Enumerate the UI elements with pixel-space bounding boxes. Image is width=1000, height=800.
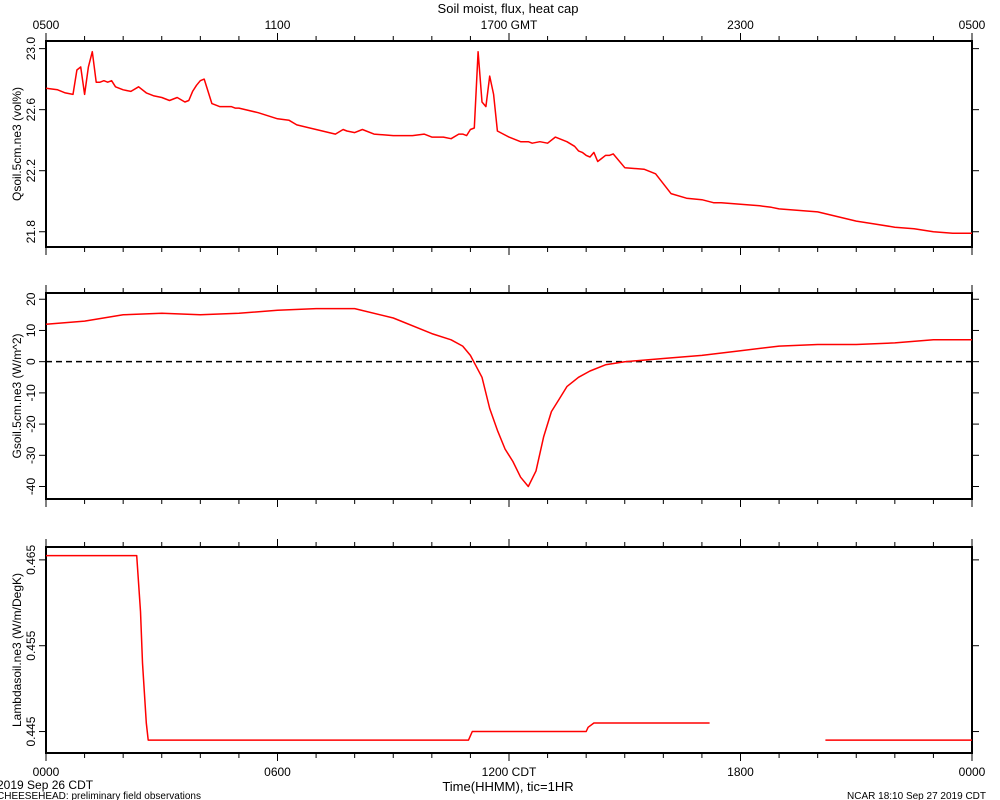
bottom-tick-label: 0000: [959, 765, 986, 779]
bottom-tick-label: 1800: [727, 765, 754, 779]
footer-right: NCAR 18:10 Sep 27 2019 CDT: [847, 791, 986, 800]
y-tick-label: 22.6: [24, 98, 38, 122]
y-tick-label: 10: [24, 323, 38, 337]
series-line: [45, 50, 972, 235]
y-axis-label: Gsoil.5cm.ne3 (W/m^2): [10, 334, 24, 459]
y-tick-label: 22.2: [24, 159, 38, 183]
y-tick-label: 0.445: [24, 716, 38, 746]
y-tick-label: 23.0: [24, 37, 38, 61]
series-line: [46, 554, 710, 741]
plot-frame: [45, 292, 973, 500]
y-tick-label: 0.465: [24, 545, 38, 575]
y-tick-label: -20: [24, 415, 38, 433]
panel-1: 21.8 22.2 22.6 23.0 Qsoil.5cm.ne3 (vol%): [10, 33, 979, 255]
top-tick-label: 2300: [727, 18, 754, 32]
bottom-tick-label: 1200 CDT: [482, 765, 537, 779]
series-line: [45, 307, 972, 488]
chart-title: Soil moist, flux, heat cap: [438, 1, 579, 16]
start-date-label: 2019 Sep 26 CDT: [0, 778, 94, 792]
y-tick-label: -30: [24, 446, 38, 464]
y-tick-label: -10: [24, 384, 38, 402]
y-tick-label: 0: [24, 358, 38, 365]
x-axis-label: Time(HHMM), tic=1HR: [442, 779, 573, 794]
bottom-axis-tick-labels: 0000 0600 1200 CDT 1800 0000: [33, 765, 986, 779]
top-tick-label: 1100: [265, 18, 291, 32]
y-tick-label: 0.455: [24, 630, 38, 660]
panel-2: -40 -30 -20 -10 0 10 20 Gsoil.5cm.ne3 (W/m^2): [10, 285, 979, 507]
bottom-tick-label: 0000: [33, 765, 60, 779]
y-axis-label: Qsoil.5cm.ne3 (vol%): [10, 87, 24, 201]
top-tick-label: 0500: [33, 18, 60, 32]
plot-frame: [45, 546, 973, 754]
y-tick-label: -40: [24, 478, 38, 496]
footer-left: CHEESEHEAD: preliminary field observatio…: [0, 791, 201, 800]
y-axis-label: Lambdasoil.ne3 (W/m/DegK): [10, 573, 24, 727]
y-tick-label: 20: [24, 292, 38, 306]
top-axis-tick-labels: 0500 1100 1700 GMT 2300 0500: [33, 18, 986, 32]
top-tick-label: 0500: [959, 18, 986, 32]
bottom-tick-label: 0600: [264, 765, 291, 779]
top-tick-label: 1700 GMT: [481, 18, 538, 32]
y-tick-label: 21.8: [24, 220, 38, 244]
